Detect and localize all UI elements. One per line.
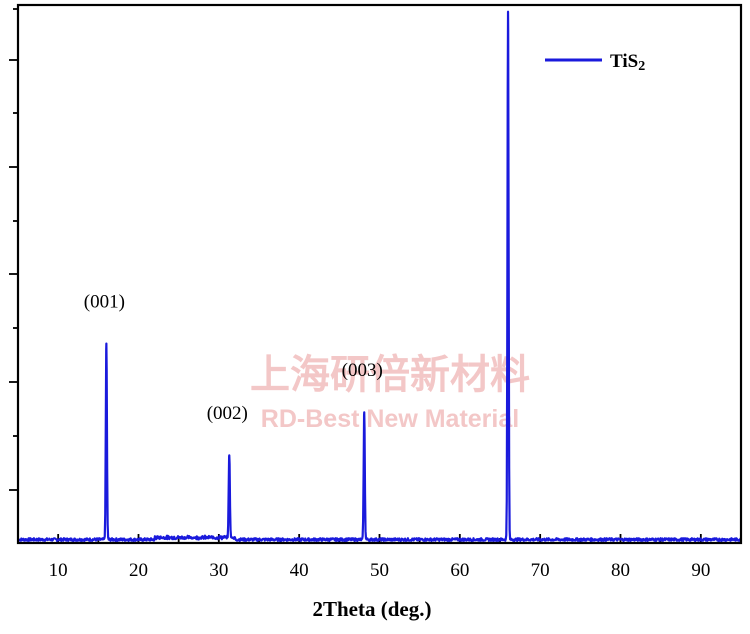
watermark: 上海研倍新材料 RD-Best New Material: [250, 352, 530, 433]
x-tick-label: 30: [209, 560, 228, 581]
x-tick-label: 60: [450, 560, 469, 581]
x-tick-label: 10: [49, 560, 68, 581]
legend: TiS2: [545, 51, 645, 74]
x-tick-label: 20: [129, 560, 148, 581]
watermark-en: RD-Best New Material: [261, 405, 519, 433]
peak-label: (002): [207, 403, 248, 424]
y-axis-ticks: [9, 8, 18, 491]
peak-label: (003): [342, 360, 383, 381]
x-tick-label: 70: [531, 560, 550, 581]
peak-annotations: (001)(002)(003)(004): [84, 291, 383, 424]
x-tick-label: 90: [691, 560, 710, 581]
legend-label-tis2: TiS2: [610, 51, 645, 74]
x-axis-tick-labels: 10 20 30 40 50 60 70 80 90: [49, 560, 711, 581]
x-axis-title: 2Theta (deg.): [313, 597, 432, 621]
x-tick-label: 50: [370, 560, 389, 581]
peak-label: (001): [84, 291, 125, 312]
x-tick-label: 80: [611, 560, 630, 581]
x-tick-label: 40: [290, 560, 309, 581]
watermark-cn: 上海研倍新材料: [250, 352, 530, 398]
plot-frame: [16, 3, 743, 545]
series-line-tis2: [17, 10, 742, 543]
